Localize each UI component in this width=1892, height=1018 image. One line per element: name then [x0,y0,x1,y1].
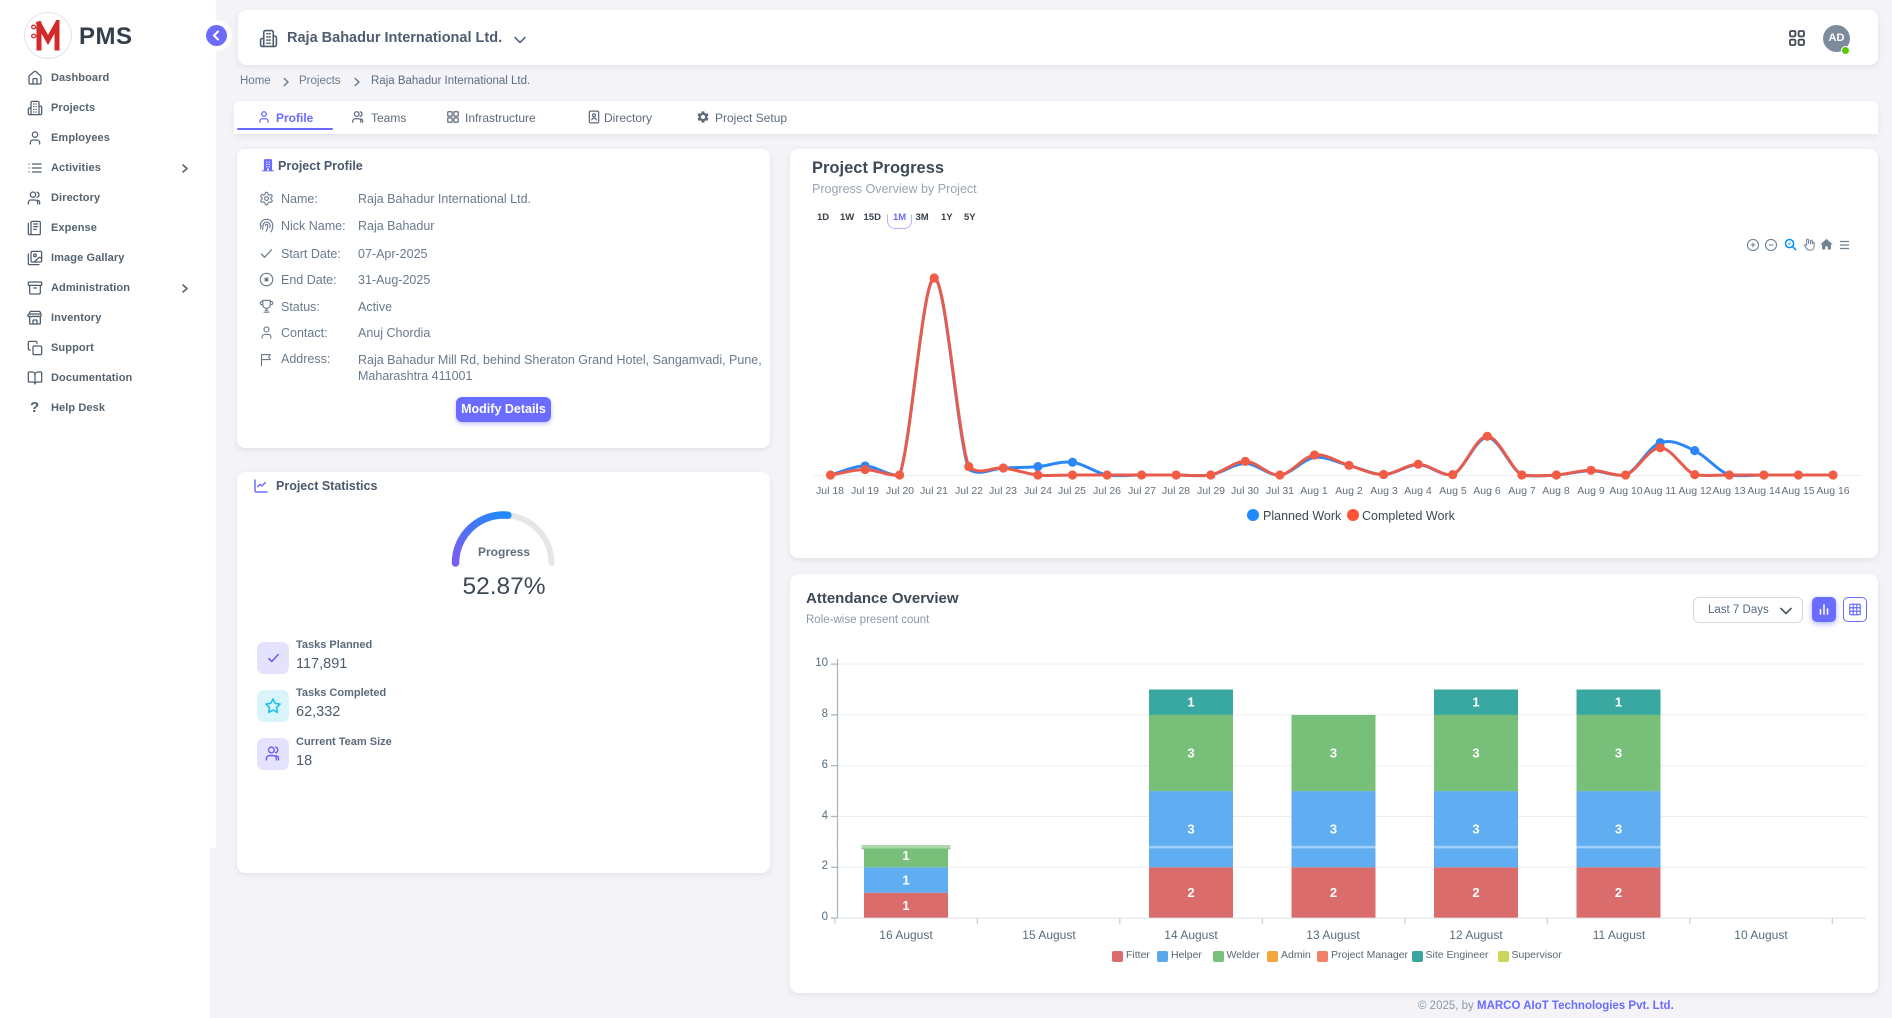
svg-text:3: 3 [1615,746,1622,761]
svg-text:1: 1 [1472,695,1479,710]
svg-text:1: 1 [1615,695,1622,710]
svg-text:3: 3 [1472,822,1479,837]
svg-text:2: 2 [1330,885,1337,900]
svg-text:2: 2 [1472,885,1479,900]
svg-text:2: 2 [1615,885,1622,900]
svg-text:3: 3 [1187,746,1194,761]
svg-text:3: 3 [1472,746,1479,761]
svg-text:3: 3 [1330,746,1337,761]
svg-text:1: 1 [902,898,909,913]
svg-text:1: 1 [902,873,909,888]
svg-text:2: 2 [1187,885,1194,900]
svg-text:3: 3 [1187,822,1194,837]
svg-text:3: 3 [1330,822,1337,837]
svg-text:1: 1 [902,848,909,863]
svg-text:3: 3 [1615,822,1622,837]
svg-text:1: 1 [1187,695,1194,710]
